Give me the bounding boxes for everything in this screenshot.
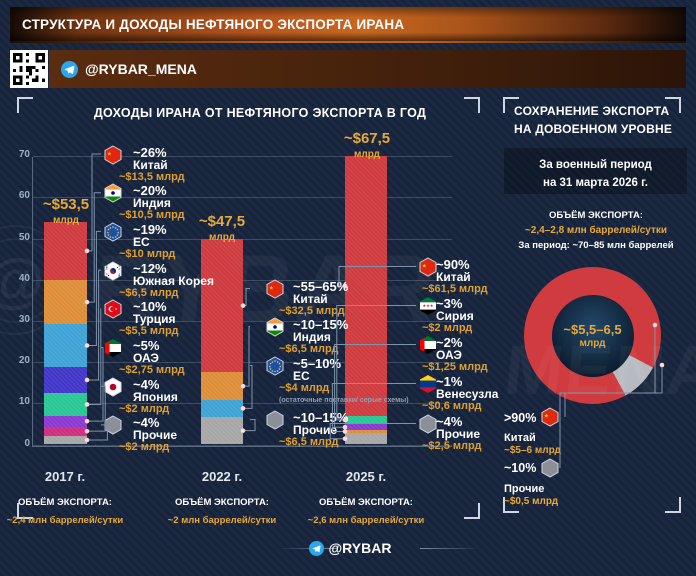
svg-text:★: ★ [112, 235, 115, 239]
svg-text:★: ★ [271, 360, 274, 364]
svg-text:★: ★ [430, 303, 434, 308]
svg-text:★: ★ [276, 369, 279, 373]
svg-text:★: ★ [109, 226, 112, 230]
svg-text:★: ★ [274, 370, 277, 374]
svg-text:★: ★ [114, 235, 117, 239]
